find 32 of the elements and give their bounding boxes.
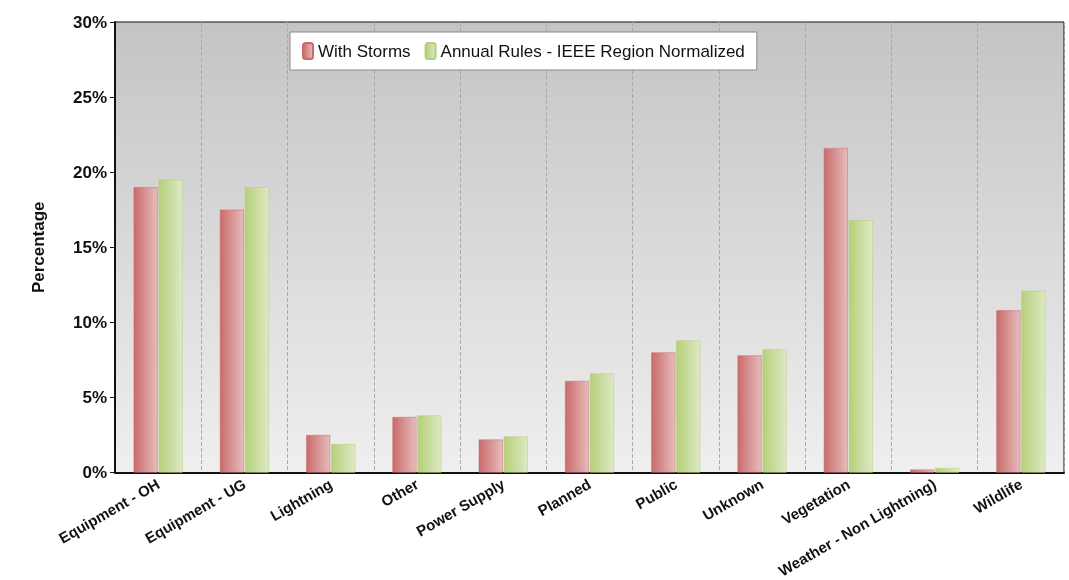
bar <box>478 439 503 473</box>
bar <box>996 310 1021 473</box>
bar <box>823 148 848 473</box>
bar <box>737 355 762 473</box>
bar <box>676 340 701 473</box>
y-axis-title: Percentage <box>29 201 48 294</box>
bar <box>565 380 590 473</box>
y-tick-label: 15% <box>72 237 107 257</box>
bar <box>158 179 183 473</box>
bar <box>306 435 331 473</box>
bar <box>935 468 960 473</box>
y-tick-label: 20% <box>72 162 107 182</box>
bar <box>910 469 935 473</box>
bar <box>244 187 269 473</box>
bar <box>133 187 158 473</box>
y-tick-label: 30% <box>72 12 107 32</box>
bar <box>762 349 787 473</box>
y-tick-label: 25% <box>72 87 107 107</box>
bar <box>848 220 873 473</box>
y-tick-label: 0% <box>82 463 107 483</box>
bar <box>219 209 244 473</box>
bar <box>417 415 442 473</box>
bar <box>589 373 614 473</box>
y-tick-label: 5% <box>82 387 107 407</box>
bar <box>1021 290 1046 473</box>
y-tick-label: 10% <box>72 312 107 332</box>
bar <box>503 436 528 473</box>
bar <box>651 352 676 473</box>
legend-label: Annual Rules - IEEE Region Normalized <box>440 41 745 61</box>
legend-label: With Storms <box>318 41 411 61</box>
bar <box>331 444 356 473</box>
bar <box>392 417 417 473</box>
